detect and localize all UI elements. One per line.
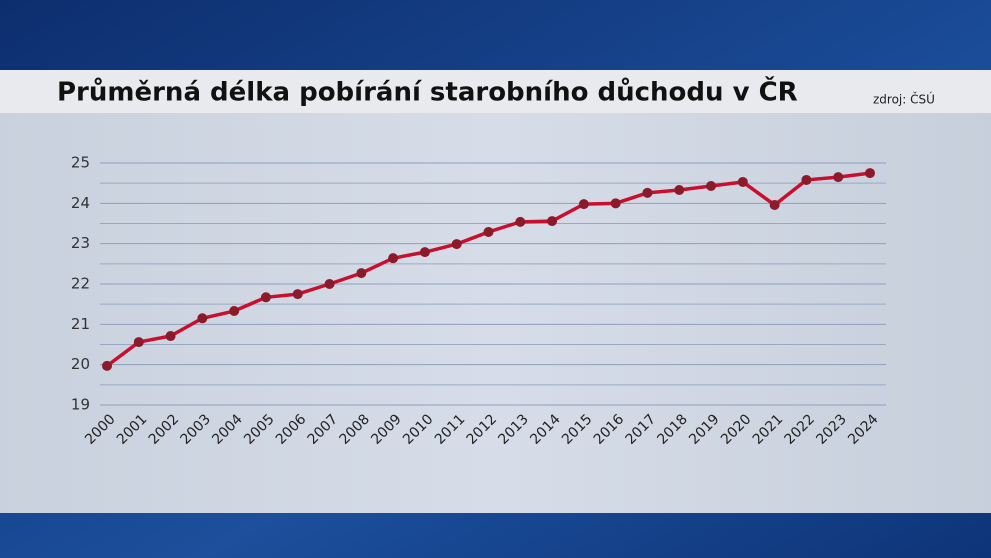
data-point (451, 239, 462, 250)
data-point (260, 292, 271, 303)
data-point (833, 172, 844, 183)
y-tick-label: 21 (71, 315, 90, 333)
data-point (769, 199, 780, 210)
data-point (133, 337, 144, 348)
data-point (197, 313, 208, 324)
data-point (292, 289, 303, 300)
data-point (324, 279, 335, 289)
chart-title: Průměrná délka pobírání starobního důcho… (57, 76, 798, 108)
data-point (547, 216, 558, 227)
data-point (356, 268, 367, 279)
data-point (801, 174, 812, 185)
data-point (737, 176, 748, 187)
data-point (610, 198, 621, 209)
y-tick-label: 20 (71, 355, 90, 373)
source: zdroj: ČSÚ (873, 92, 935, 107)
plot-panel (0, 113, 991, 513)
title-band (0, 70, 991, 113)
y-tick-label: 23 (71, 234, 90, 252)
y-tick-label: 19 (71, 396, 90, 414)
y-tick-label: 24 (71, 194, 90, 212)
data-point (865, 168, 875, 179)
data-point (674, 185, 685, 196)
data-point (102, 360, 112, 371)
y-tick-label: 25 (71, 154, 90, 172)
data-point (578, 199, 589, 210)
data-point (388, 253, 399, 264)
data-point (165, 331, 176, 342)
y-tick-label: 22 (71, 275, 90, 293)
data-point (515, 216, 526, 227)
data-point (229, 306, 240, 317)
data-point (483, 226, 494, 237)
data-point (642, 187, 653, 198)
data-point (419, 247, 430, 258)
data-point (706, 180, 717, 191)
